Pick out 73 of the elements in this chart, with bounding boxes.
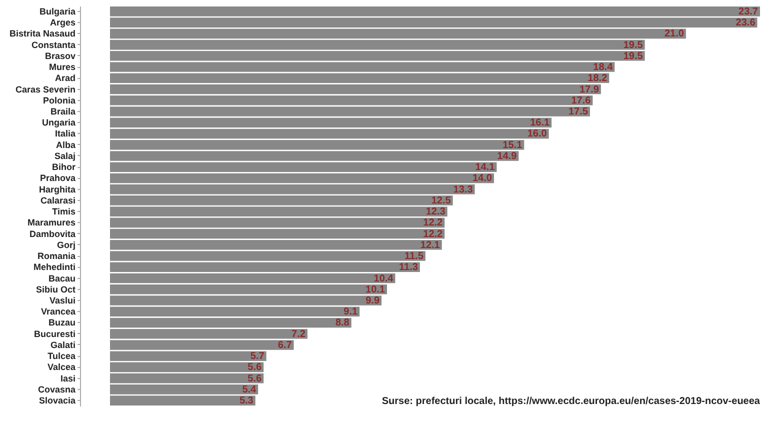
data-label: 17.9 [579, 84, 600, 96]
y-tick-label: Mehedinti [34, 262, 76, 272]
data-label: 12.1 [420, 240, 440, 251]
data-label: 5.3 [239, 396, 254, 407]
data-label: 12.5 [431, 195, 452, 206]
data-label: 23.6 [736, 18, 756, 29]
y-tick-label: Romania [37, 251, 76, 262]
y-tick-label: Gorj [56, 240, 76, 250]
y-tick-label: Covasna [38, 384, 76, 394]
y-tick-label: Bistrita Nasaud [9, 28, 76, 39]
y-tick-label: Bihor [52, 162, 76, 172]
data-label: 21.0 [664, 28, 684, 40]
y-tick-label: Polonia [42, 95, 76, 106]
y-tick-label: Arges [50, 18, 76, 28]
data-label: 13.3 [453, 184, 474, 196]
data-label: 5.6 [248, 373, 262, 384]
y-tick-label: Dambovita [29, 228, 76, 239]
y-tick-label: Vaslui [49, 295, 76, 306]
data-label: 9.1 [344, 306, 358, 318]
y-tick-label: Buzau [48, 318, 76, 328]
y-tick-label: Tulcea [48, 351, 76, 362]
y-tick-label: Mures [48, 62, 76, 72]
data-label: 10.1 [366, 284, 386, 296]
y-tick-label: Salaj [54, 150, 76, 161]
data-label: 17.6 [571, 95, 592, 106]
y-tick-label: Sibiu Oct [36, 284, 76, 294]
data-label: 17.5 [568, 106, 588, 118]
data-label: 12.2 [423, 228, 444, 240]
y-tick-label: Harghita [38, 184, 76, 194]
data-label: 8.8 [335, 318, 350, 329]
y-tick-label: Alba [56, 140, 76, 150]
data-label: 12.3 [426, 206, 446, 218]
y-tick-label: Bulgaria [39, 6, 76, 16]
y-tick-label: Brasov [44, 50, 76, 61]
y-tick-label: Arad [54, 73, 76, 84]
data-label: 5.4 [242, 384, 257, 396]
data-label: 10.4 [374, 273, 394, 284]
y-tick-label: Braila [50, 106, 76, 117]
annotation: Surse: prefecturi locale, https://www.ecdc.europa.eu/en/cases-2019-ncov-eueea [382, 396, 760, 407]
y-tick-label: Ungaria [42, 118, 76, 128]
y-tick-label: Vrancea [40, 306, 76, 317]
y-tick-label: Bacau [48, 273, 76, 284]
data-label: 14.1 [475, 162, 496, 174]
y-tick-label: Galati [50, 340, 76, 350]
y-tick-label: Prahova [40, 173, 76, 184]
y-tick-label: Bucuresti [34, 328, 76, 339]
data-label: 16.0 [527, 128, 548, 140]
data-label: 11.3 [398, 262, 418, 274]
data-label: 19.5 [623, 50, 644, 62]
data-label: 14.9 [497, 150, 518, 162]
y-tick-label: Calarasi [40, 195, 76, 206]
y-tick-label: Italia [54, 128, 76, 139]
data-label: 18.2 [588, 73, 608, 84]
data-label: 6.7 [278, 340, 292, 351]
data-label: 23.7 [738, 6, 758, 18]
y-tick-label: Timis [52, 206, 76, 217]
data-label: 19.5 [623, 40, 644, 51]
data-label: 5.7 [250, 351, 265, 362]
data-label: 9.9 [366, 295, 380, 306]
data-label: 18.4 [593, 62, 614, 74]
y-tick-label: Maramures [27, 218, 76, 228]
data-label: 12.2 [423, 218, 444, 229]
y-tick-label: Constanta [31, 40, 76, 50]
data-label: 7.2 [292, 328, 306, 340]
data-label: 16.1 [530, 118, 550, 129]
data-label: 14.0 [472, 173, 492, 184]
y-tick-label: Valcea [47, 362, 76, 372]
data-label: 15.1 [502, 140, 523, 151]
y-tick-label: Caras Severin [15, 84, 76, 94]
y-tick-label: Iasi [60, 373, 76, 384]
y-tick-label: Slovacia [38, 396, 76, 406]
data-label: 11.5 [404, 251, 424, 262]
data-label: 5.6 [248, 362, 262, 374]
